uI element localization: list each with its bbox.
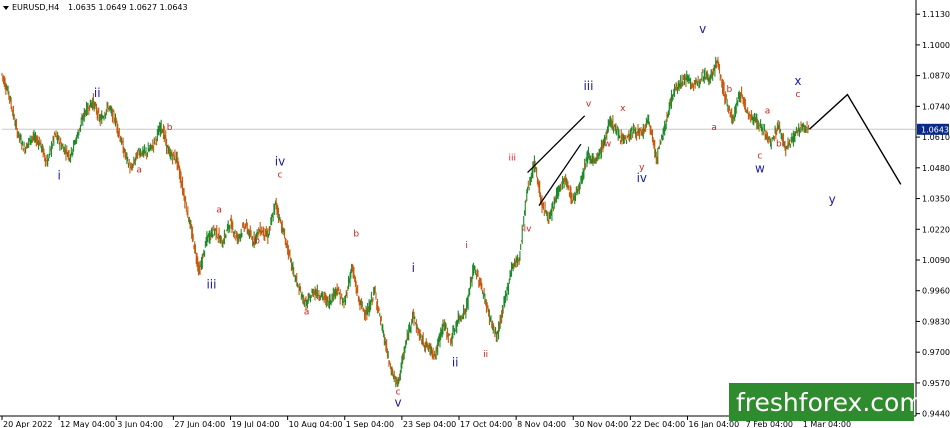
wave-label-major: iii [206,277,216,291]
x-tick-label: 10 Aug 04:00 [289,420,343,428]
current-price-tag: 1.0643 [917,123,949,135]
x-tick-label: 12 May 04:00 [60,420,115,428]
x-tick-label: 19 Jul 04:00 [232,420,280,428]
x-tick-label: 1 Sep 04:00 [346,420,394,428]
wave-label-major: v [395,396,402,410]
wave-label-major: v [699,22,706,36]
y-tick-label: 0.9570 [922,379,950,388]
wave-label-minor: w [604,140,611,150]
symbol-label: EURUSD,H4 [12,3,59,12]
x-axis: 20 Apr 2022 12 May 04:00 3 Jun 04:00 27 Jun… [1,416,851,428]
y-axis: 1.1130 1.1000 1.0870 1.0740 1.0610 1.0480 1.03… [916,10,950,419]
wave-label-major: ii [94,86,101,100]
x-tick-label: 23 Sep 04:00 [403,420,456,428]
x-tick-label: 3 Jun 04:00 [117,420,163,428]
wave-label-major: iv [275,154,285,168]
wave-label-major: y [829,192,836,206]
x-tick-label: 20 Apr 2022 [3,420,52,428]
wave-label-minor: x [620,104,626,114]
x-tick-label: 8 Nov 04:00 [517,420,566,428]
ohlc-values: 1.0635 1.0649 1.0627 1.0643 [68,3,188,12]
y-tick-label: 1.0870 [922,72,950,81]
forecast-path [808,93,902,185]
y-tick-label: 1.0220 [922,225,950,234]
wave-label-minor: a [711,123,717,133]
wave-label-minor: y [639,163,645,173]
wave-label-major: i [412,261,415,275]
y-tick-label: 0.9440 [922,410,950,419]
wave-label-major: iii [583,79,593,93]
wave-label-minor: iii [509,154,517,164]
wave-label-minor: c [795,90,800,100]
y-tick-label: 1.0350 [922,195,950,204]
wave-label-minor: a [765,106,771,116]
x-tick-label: 7 Feb 04:00 [746,420,793,428]
wave-label-major: x [794,74,801,88]
watermark-logo: freshforex.com [729,383,924,421]
wave-label-minor: b [727,85,733,95]
x-tick-label: 22 Dec 04:00 [631,420,685,428]
wave-label-minor: c [757,151,762,161]
y-tick-label: 1.1000 [922,41,950,50]
y-tick-label: 1.0480 [922,164,950,173]
forecast-layer [808,93,902,185]
wave-label-minor: b [254,236,260,246]
y-tick-label: 0.9960 [922,287,950,296]
symbol-dropdown-icon[interactable] [3,6,9,10]
trend-layer [527,115,586,207]
wave-label-major: ii [452,355,459,369]
wave-label-minor: v [586,99,592,109]
wave-label-major: iv [637,171,647,185]
y-tick-label: 1.0740 [922,102,950,111]
x-tick-label: 17 Oct 04:00 [460,420,512,428]
trend-line [538,143,582,207]
watermark-logo-text: freshforex.com [736,388,924,417]
wave-label-minor: c [278,170,283,180]
wave-label-minor: iv [524,225,533,235]
y-tick-label: 0.9830 [922,317,950,326]
watermark-logo-bg [729,383,914,421]
x-tick-label: 27 Jun 04:00 [174,420,225,428]
series-layer [1,56,810,388]
y-tick-label: 1.0090 [922,256,950,265]
chart-header: EURUSD,H4 1.0635 1.0649 1.0627 1.0643 [3,3,188,12]
current-price-tag-bg [917,123,949,135]
wave-label-minor: a [136,166,142,176]
wave-label-minor: a [304,307,310,317]
wave-label-minor: ii [483,350,488,360]
wave-label-minor: i [465,241,468,251]
trend-line [527,115,586,174]
x-tick-label: 30 Nov 04:00 [574,420,628,428]
wave-label-minor: b [167,123,173,133]
wave-label-major: w [755,162,765,176]
wave-label-minor: b [353,229,359,239]
wave-label-major: i [57,169,60,183]
wave-label-minor: a [216,206,222,216]
wave-label-minor: b [776,140,782,150]
wave-label-minor: c [396,388,401,398]
x-tick-label: 16 Jan 04:00 [689,420,740,428]
x-tick-label: 1 Mar 04:00 [803,420,851,428]
y-tick-label: 1.1130 [922,10,950,19]
y-tick-label: 1.0610 [922,133,950,142]
current-price-label: 1.0643 [921,125,949,134]
y-tick-label: 0.9700 [922,348,950,357]
